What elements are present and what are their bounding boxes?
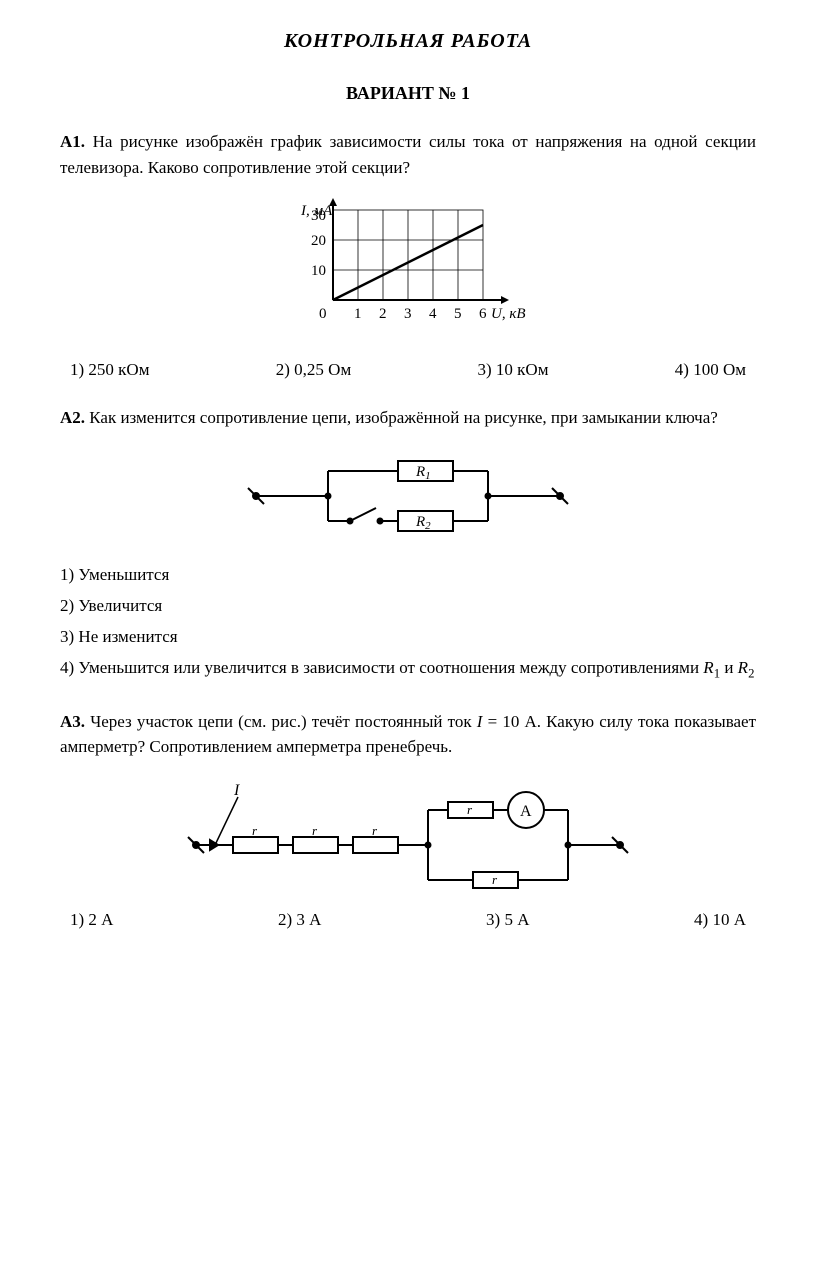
xtick-0: 0 [319,306,327,322]
label-ammeter: А [520,803,532,820]
ytick-20: 20 [311,233,326,249]
question-a2-text: А2. Как изменится сопротивление цепи, из… [60,405,756,431]
chart-a1: I, мА 30 20 10 0 1 2 3 4 5 6 U, кВ [60,195,756,345]
question-a2: А2. Как изменится сопротивление цепи, из… [60,405,756,684]
xtick-5: 5 [454,306,462,322]
option-a2-2: 2) Увеличится [60,592,756,619]
option-a1-1: 1) 250 кОм [70,360,149,380]
question-a3-body: Через участок цепи (см. рис.) течёт пост… [60,712,756,757]
ytick-10: 10 [311,263,326,279]
option-a2-1: 1) Уменьшится [60,561,756,588]
variant-title: ВАРИАНТ № 1 [60,83,756,104]
option-a3-4: 4) 10 А [694,910,746,930]
page-header: КОНТРОЛЬНАЯ РАБОТА [60,30,756,53]
question-a2-body: Как изменится сопротивление цепи, изобра… [89,408,718,427]
label-I: I [233,782,240,799]
label-r1: r [252,823,258,838]
question-a1-label: А1. [60,132,85,151]
xtick-2: 2 [379,306,387,322]
options-a2: 1) Уменьшится 2) Увеличится 3) Не измени… [60,561,756,684]
question-a1-text: А1. На рисунке изображён график зависимо… [60,129,756,180]
option-a2-4: 4) Уменьшится или увеличится в зависимос… [60,654,756,684]
question-a1-body: На рисунке изображён график зависимости … [60,132,756,177]
option-a1-4: 4) 100 Ом [675,360,746,380]
x-axis-label: U, кВ [491,306,526,322]
question-a2-label: А2. [60,408,85,427]
label-r2: r [312,823,318,838]
circuit-a2: R1 R2 [60,446,756,546]
option-a3-2: 2) 3 А [278,910,321,930]
label-r3: r [372,823,378,838]
options-a3: 1) 2 А 2) 3 А 3) 5 А 4) 10 А [60,910,756,930]
question-a1: А1. На рисунке изображён график зависимо… [60,129,756,380]
ytick-30: 30 [311,208,326,224]
option-a1-2: 2) 0,25 Ом [276,360,351,380]
question-a3: А3. Через участок цепи (см. рис.) течёт … [60,709,756,930]
xtick-4: 4 [429,306,437,322]
question-a3-label: А3. [60,712,85,731]
xtick-3: 3 [404,306,412,322]
xtick-6: 6 [479,306,487,322]
xtick-1: 1 [354,306,362,322]
circuit-a3: I r r r r r А [60,775,756,895]
option-a3-3: 3) 5 А [486,910,529,930]
options-a1: 1) 250 кОм 2) 0,25 Ом 3) 10 кОм 4) 100 О… [60,360,756,380]
option-a2-3: 3) Не изменится [60,623,756,650]
option-a3-1: 1) 2 А [70,910,113,930]
question-a3-text: А3. Через участок цепи (см. рис.) течёт … [60,709,756,760]
option-a1-3: 3) 10 кОм [478,360,549,380]
